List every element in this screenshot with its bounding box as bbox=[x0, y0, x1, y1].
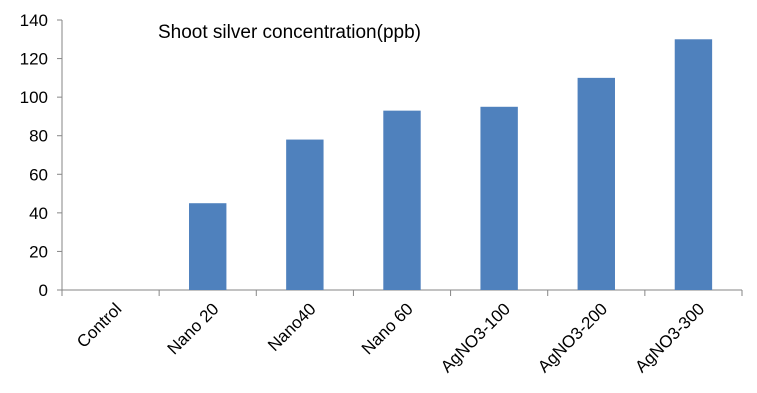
x-tick-label: AgNO3-200 bbox=[534, 299, 611, 376]
bar-nano-60 bbox=[383, 110, 421, 291]
y-tick-label: 120 bbox=[20, 50, 48, 69]
y-tick-label: 80 bbox=[29, 127, 48, 146]
bars bbox=[189, 39, 713, 291]
y-tick-label: 100 bbox=[20, 88, 48, 107]
y-tick-label: 20 bbox=[29, 242, 48, 261]
bar-nano40 bbox=[286, 139, 324, 290]
y-tick-label: 40 bbox=[29, 204, 48, 223]
x-tick-labels: Control Nano 20 Nano40 Nano 60 AgNO3-100 AgNO… bbox=[73, 299, 708, 376]
y-tick-label: 0 bbox=[39, 281, 48, 300]
x-tick-label: Nano 60 bbox=[358, 299, 417, 358]
x-tick-label: AgNO3-100 bbox=[437, 299, 514, 376]
x-tick-label: Nano40 bbox=[264, 299, 320, 355]
x-tick-label: AgNO3-300 bbox=[631, 299, 708, 376]
x-tick-label: Nano 20 bbox=[164, 299, 223, 358]
y-tick-label: 140 bbox=[20, 11, 48, 30]
chart-title: Shoot silver concentration(ppb) bbox=[158, 22, 421, 43]
y-tick-labels: 0 20 40 60 80 100 120 140 bbox=[20, 11, 48, 300]
y-tick-label: 60 bbox=[29, 165, 48, 184]
bar-agno3-100 bbox=[480, 106, 518, 291]
bar-agno3-200 bbox=[577, 77, 615, 290]
x-tick-label: Control bbox=[73, 299, 125, 351]
bar-nano-20 bbox=[189, 203, 227, 290]
bar-agno3-300 bbox=[674, 39, 713, 291]
